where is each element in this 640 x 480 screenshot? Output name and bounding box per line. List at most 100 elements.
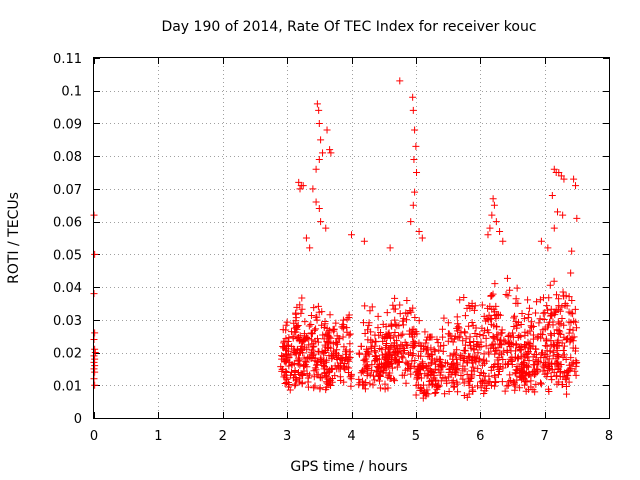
data-point (307, 312, 315, 320)
data-point (371, 348, 379, 356)
data-point (292, 328, 300, 336)
data-point (559, 346, 567, 354)
data-point (310, 342, 318, 350)
data-point (356, 350, 364, 358)
data-point (520, 363, 528, 371)
data-point (419, 364, 427, 372)
data-point (454, 388, 462, 396)
data-point (546, 347, 554, 355)
data-point (418, 358, 426, 366)
data-point (516, 344, 524, 352)
data-point (563, 302, 571, 310)
data-point (346, 330, 354, 338)
data-point (532, 380, 540, 388)
data-point (549, 348, 557, 356)
data-point (384, 330, 392, 338)
data-point (291, 382, 299, 390)
data-point (528, 318, 536, 326)
data-point (464, 352, 472, 360)
data-point (503, 346, 511, 354)
data-point (527, 377, 535, 385)
data-point (532, 370, 540, 378)
data-point (524, 314, 532, 322)
data-point (540, 353, 548, 361)
data-point (283, 375, 291, 383)
data-point (485, 372, 493, 380)
data-point (484, 326, 492, 334)
data-point (340, 364, 348, 372)
data-point (383, 309, 391, 317)
data-point (520, 341, 528, 349)
data-point (361, 385, 369, 393)
data-point (568, 297, 576, 305)
data-point (535, 319, 543, 327)
data-point (453, 327, 461, 335)
data-point (400, 371, 408, 379)
data-point (488, 292, 496, 300)
data-point (279, 342, 287, 350)
y-tick-label: 0.1 (61, 85, 82, 100)
plot-frame (93, 57, 610, 419)
data-point (496, 227, 504, 235)
data-point (323, 379, 331, 387)
data-point (357, 369, 365, 377)
x-tick-label: 5 (412, 429, 420, 444)
data-point (435, 366, 443, 374)
data-point (513, 284, 521, 292)
data-point (459, 375, 467, 383)
data-point (511, 369, 519, 377)
data-point (548, 191, 556, 199)
data-point (415, 227, 423, 235)
data-point (519, 359, 527, 367)
chart-title: Day 190 of 2014, Rate Of TEC Index for r… (161, 19, 536, 35)
data-point (572, 359, 580, 367)
data-point (411, 188, 419, 196)
data-point (485, 311, 493, 319)
data-point (566, 366, 574, 374)
data-point (441, 359, 449, 367)
data-point (382, 369, 390, 377)
data-point (430, 371, 438, 379)
data-point (289, 334, 297, 342)
data-point (414, 370, 422, 378)
data-point (422, 339, 430, 347)
x-tick-label: 0 (90, 429, 98, 444)
data-point (316, 356, 324, 364)
data-point (409, 201, 417, 209)
data-point (537, 334, 545, 342)
data-point (312, 361, 320, 369)
data-point (478, 377, 486, 385)
data-point (474, 349, 482, 357)
data-point (510, 379, 518, 387)
data-point (509, 378, 517, 386)
data-point (533, 368, 541, 376)
data-point (294, 321, 302, 329)
data-point (319, 149, 327, 157)
data-point (317, 218, 325, 226)
data-point (489, 195, 497, 203)
data-point (433, 335, 441, 343)
data-point (475, 357, 483, 365)
data-point (308, 336, 316, 344)
y-tick-label: 0.06 (53, 216, 82, 231)
data-point (430, 346, 438, 354)
data-point (524, 296, 532, 304)
data-point (314, 338, 322, 346)
data-point (301, 361, 309, 369)
data-point (543, 302, 551, 310)
data-point (388, 322, 396, 330)
data-point (480, 356, 488, 364)
data-point (323, 356, 331, 364)
data-point (377, 328, 385, 336)
data-point (395, 332, 403, 340)
data-point (490, 344, 498, 352)
data-point (306, 244, 314, 252)
data-point (491, 350, 499, 358)
data-point (569, 326, 577, 334)
data-point (565, 318, 573, 326)
y-tick-label: 0.02 (53, 347, 82, 362)
data-point (565, 329, 573, 337)
data-point (415, 339, 423, 347)
data-point (555, 352, 563, 360)
data-point (413, 169, 421, 177)
